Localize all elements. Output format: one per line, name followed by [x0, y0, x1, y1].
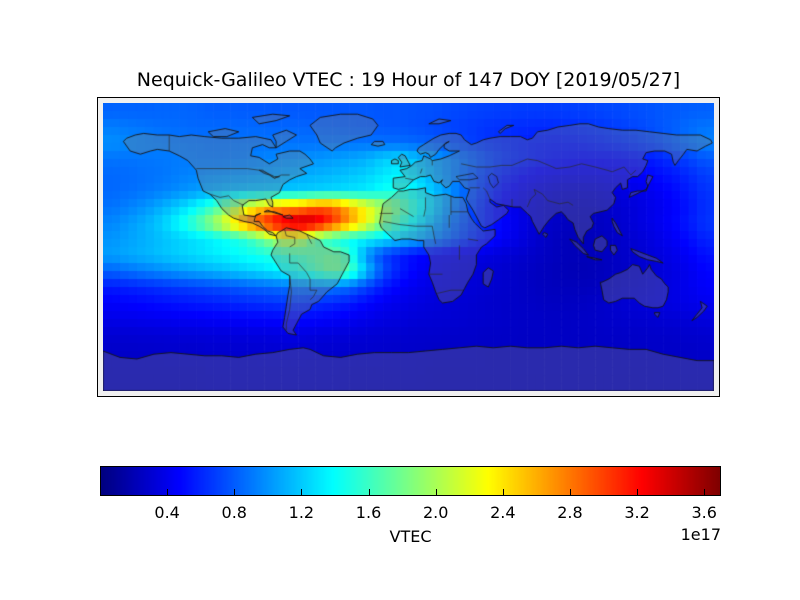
colorbar-tick-label: 1.6: [355, 503, 382, 522]
map-frame: [97, 97, 720, 397]
plot-title: Nequick-Galileo VTEC : 19 Hour of 147 DO…: [136, 69, 681, 91]
colorbar-gradient-canvas: [101, 467, 720, 495]
vtec-world-heatmap-canvas: [103, 103, 714, 391]
colorbar-tick-label: 2.4: [490, 503, 516, 522]
colorbar-tick-label: 3.6: [691, 503, 717, 522]
colorbar-tick-label: 2.0: [422, 503, 449, 522]
colorbar-frame: [100, 466, 721, 496]
colorbar-scale-exponent: 1e17: [680, 525, 721, 544]
colorbar-tick-label: 3.2: [624, 503, 650, 522]
colorbar-tick-label: 1.2: [288, 503, 315, 522]
colorbar-tick-label: 0.8: [221, 503, 247, 522]
colorbar-tick-label: 0.4: [154, 503, 180, 522]
colorbar-tick-label: 2.8: [557, 503, 583, 522]
colorbar-label: VTEC: [389, 527, 432, 546]
